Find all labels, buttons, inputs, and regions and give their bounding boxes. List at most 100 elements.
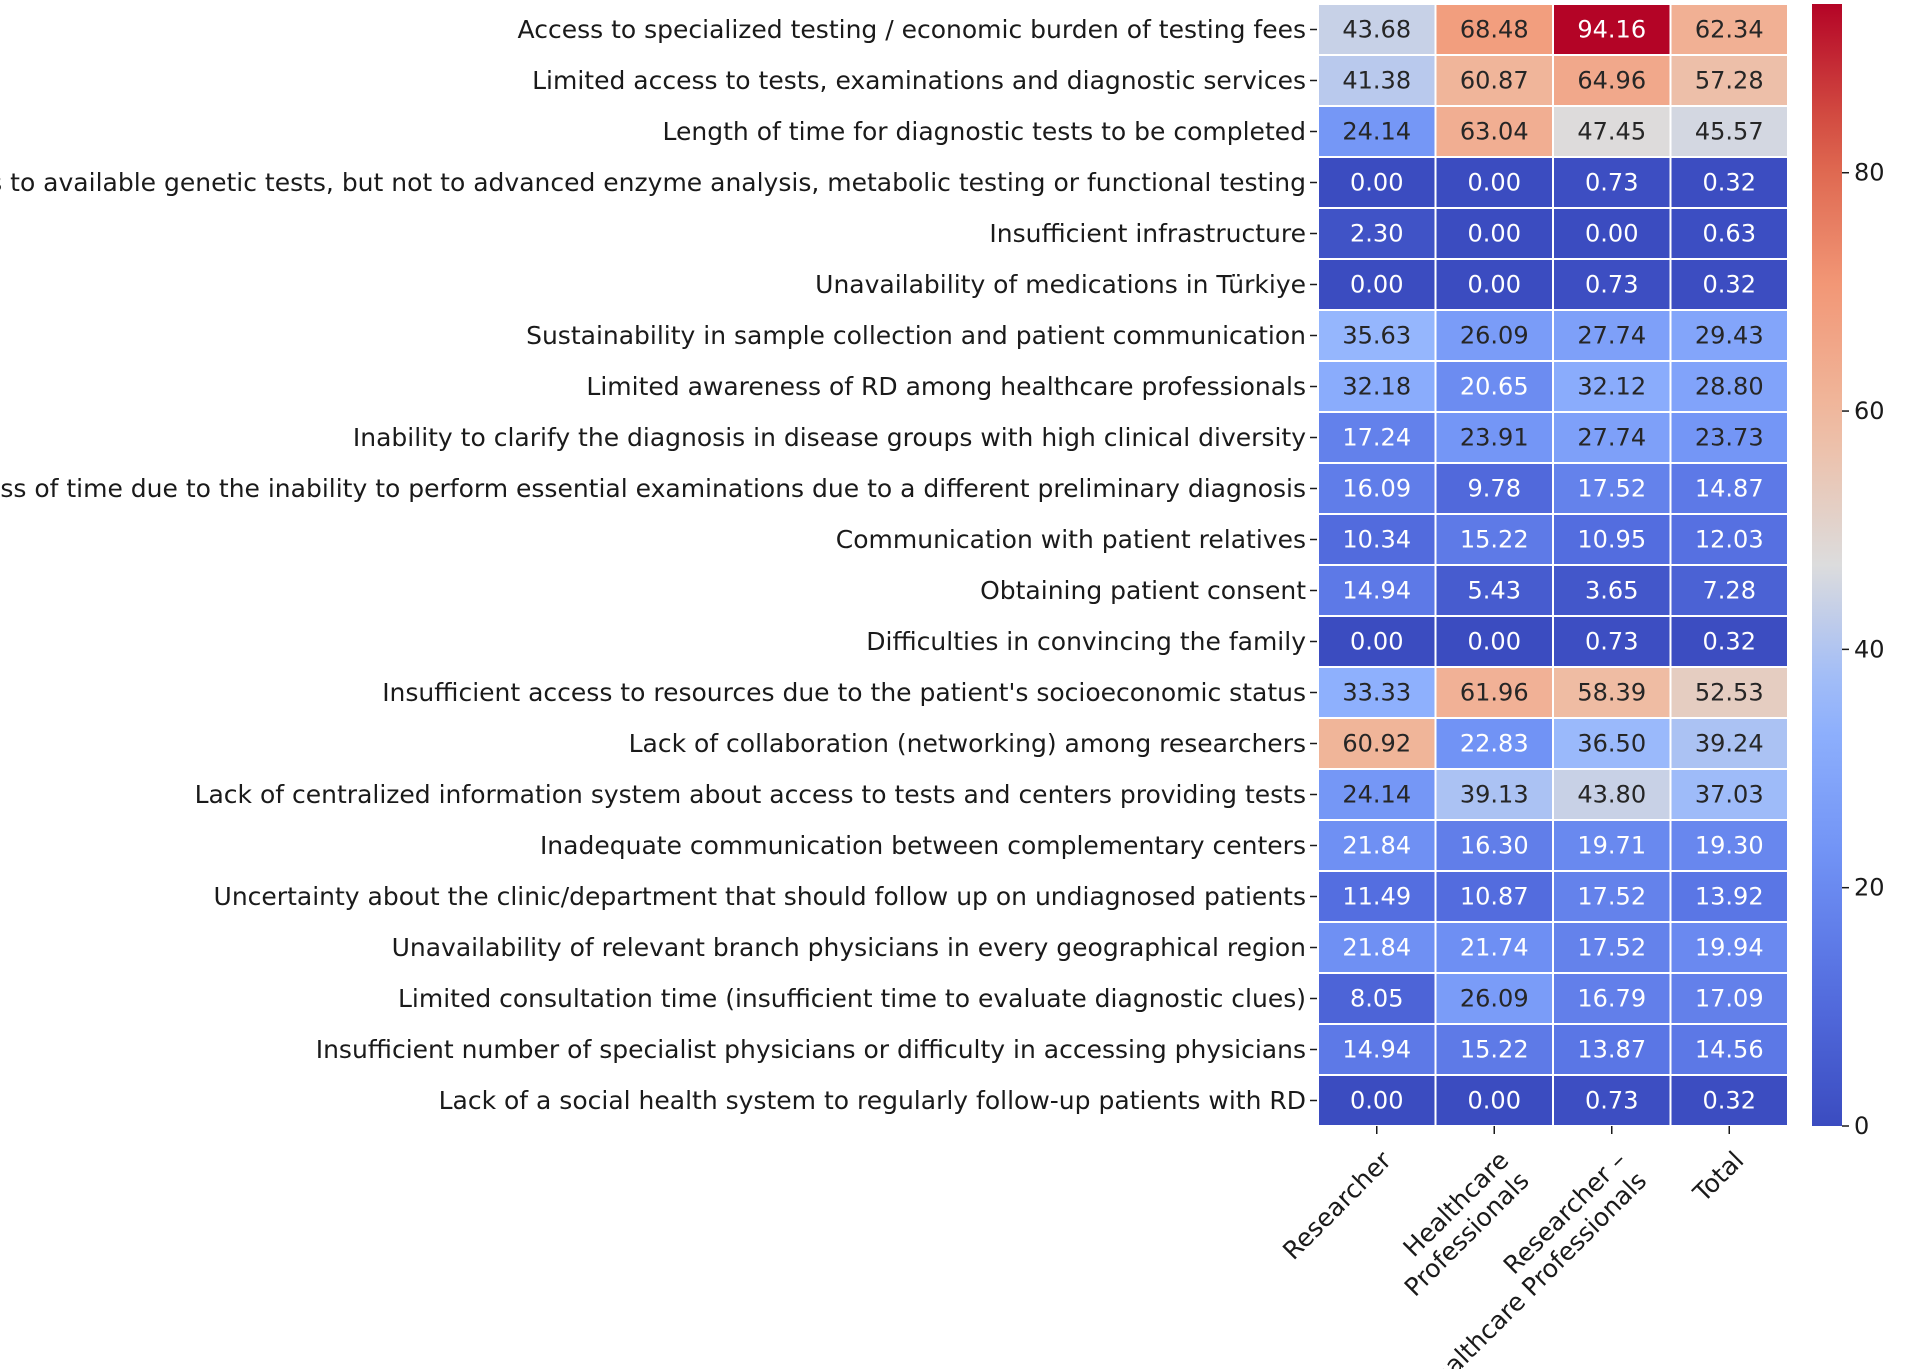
- cell-value-label: 41.38: [1342, 67, 1411, 95]
- row-label: Limited access to tests, examinations an…: [532, 66, 1306, 95]
- cell-value-label: 19.71: [1577, 832, 1646, 860]
- cell-value-label: 26.09: [1460, 985, 1529, 1013]
- heatmap-cell: [1434, 870, 1554, 923]
- cell-value-label: 64.96: [1577, 67, 1646, 95]
- heatmap-cell: [1434, 513, 1554, 566]
- cell-value-label: 58.39: [1577, 679, 1646, 707]
- cell-value-label: 39.24: [1695, 730, 1764, 758]
- heatmap-cell: [1317, 156, 1437, 209]
- cell-value-label: 47.45: [1577, 118, 1646, 146]
- cell-value-label: 14.56: [1695, 1036, 1764, 1064]
- heatmap-cell: [1669, 105, 1789, 158]
- cell-value-label: 0.32: [1703, 271, 1756, 299]
- heatmap-cell: [1317, 819, 1437, 872]
- cell-value-label: 29.43: [1695, 322, 1764, 350]
- heatmap-cell: [1434, 360, 1554, 413]
- heatmap-cell: [1434, 207, 1554, 260]
- heatmap-cell: [1552, 156, 1672, 209]
- cell-value-label: 19.30: [1695, 832, 1764, 860]
- row-label: Length of time for diagnostic tests to b…: [663, 117, 1306, 146]
- cell-value-label: 0.73: [1585, 169, 1638, 197]
- row-label: Lack of collaboration (networking) among…: [629, 729, 1306, 758]
- cell-value-label: 0.63: [1703, 220, 1756, 248]
- heatmap-cell: [1434, 1023, 1554, 1076]
- column-label: HealthcareProfessionals: [1378, 1146, 1534, 1302]
- row-label: Access to available genetic tests, but n…: [0, 168, 1306, 197]
- cell-value-label: 0.00: [1468, 220, 1521, 248]
- column-label: Total: [1687, 1146, 1750, 1209]
- cell-value-label: 10.34: [1342, 526, 1411, 554]
- heatmap-cell: [1552, 207, 1672, 260]
- heatmap-cell: [1434, 819, 1554, 872]
- heatmap-cell: [1434, 615, 1554, 668]
- heatmap-cell: [1552, 309, 1672, 362]
- colorbar-gradient: [1812, 4, 1842, 1126]
- cell-value-label: 11.49: [1342, 883, 1411, 911]
- cell-value-label: 0.00: [1585, 220, 1638, 248]
- colorbar-tick-label: 40: [1854, 635, 1885, 663]
- cell-value-label: 36.50: [1577, 730, 1646, 758]
- heatmap-cell: [1317, 360, 1437, 413]
- heatmap-cells: 43.68 68.48 94.16 62.34 41.38 60.87 64.96 57.28…: [1317, 3, 1789, 1127]
- column-label: Researcher: [1277, 1145, 1397, 1265]
- heatmap-cell: [1669, 615, 1789, 668]
- cell-value-label: 37.03: [1695, 781, 1764, 809]
- row-label: Insufficient access to resources due to …: [382, 678, 1306, 707]
- cell-value-label: 61.96: [1460, 679, 1529, 707]
- cell-value-label: 0.32: [1703, 1087, 1756, 1115]
- column-labels: Researcher HealthcareProfessionalsResearc…: [1277, 1126, 1749, 1369]
- heatmap-cell: [1434, 717, 1554, 770]
- cell-value-label: 0.00: [1350, 628, 1403, 656]
- heatmap-cell: [1434, 972, 1554, 1025]
- heatmap-cell: [1669, 258, 1789, 311]
- cell-value-label: 26.09: [1460, 322, 1529, 350]
- row-label: Insufficient infrastructure: [989, 219, 1306, 248]
- heatmap-cell: [1552, 768, 1672, 821]
- cell-value-label: 0.00: [1468, 628, 1521, 656]
- row-label: Communication with patient relatives: [836, 525, 1306, 554]
- row-label: Sustainability in sample collection and …: [526, 321, 1306, 350]
- heatmap-cell: [1434, 258, 1554, 311]
- cell-value-label: 17.09: [1695, 985, 1764, 1013]
- cell-value-label: 0.73: [1585, 628, 1638, 656]
- cell-value-label: 14.87: [1695, 475, 1764, 503]
- cell-value-label: 62.34: [1695, 16, 1764, 44]
- cell-value-label: 12.03: [1695, 526, 1764, 554]
- cell-value-label: 19.94: [1695, 934, 1764, 962]
- cell-value-label: 35.63: [1342, 322, 1411, 350]
- colorbar-tick-label: 60: [1854, 397, 1885, 425]
- cell-value-label: 0.00: [1350, 1087, 1403, 1115]
- cell-value-label: 16.79: [1577, 985, 1646, 1013]
- heatmap-cell: [1669, 513, 1789, 566]
- colorbar-tick-label: 80: [1854, 159, 1885, 187]
- cell-value-label: 63.04: [1460, 118, 1529, 146]
- cell-value-label: 13.87: [1577, 1036, 1646, 1064]
- cell-value-label: 17.24: [1342, 424, 1411, 452]
- row-label: Obtaining patient consent: [980, 576, 1306, 605]
- colorbar: 0 20 40 60 80: [1812, 4, 1885, 1140]
- row-labels: Access to specialized testing / economic…: [0, 15, 1318, 1115]
- cell-value-label: 15.22: [1460, 1036, 1529, 1064]
- cell-value-label: 0.00: [1468, 169, 1521, 197]
- cell-value-label: 52.53: [1695, 679, 1764, 707]
- heatmap-cell: [1669, 309, 1789, 362]
- cell-value-label: 0.73: [1585, 271, 1638, 299]
- row-label: Limited consultation time (insufficient …: [398, 984, 1306, 1013]
- cell-value-label: 24.14: [1342, 781, 1411, 809]
- heatmap-cell: [1434, 156, 1554, 209]
- heatmap-cell: [1669, 360, 1789, 413]
- row-label: Lack of a social health system to regula…: [439, 1086, 1306, 1115]
- row-label: Lack of centralized information system a…: [195, 780, 1306, 809]
- cell-value-label: 17.52: [1577, 475, 1646, 503]
- cell-value-label: 0.00: [1468, 1087, 1521, 1115]
- cell-value-label: 2.30: [1350, 220, 1403, 248]
- cell-value-label: 16.09: [1342, 475, 1411, 503]
- heatmap-cell: [1317, 870, 1437, 923]
- cell-value-label: 0.00: [1350, 271, 1403, 299]
- heatmap-cell: [1317, 768, 1437, 821]
- cell-value-label: 43.80: [1577, 781, 1646, 809]
- heatmap-cell: [1669, 768, 1789, 821]
- row-label: Insufficient number of specialist physic…: [316, 1035, 1306, 1064]
- heatmap-cell: [1317, 1023, 1437, 1076]
